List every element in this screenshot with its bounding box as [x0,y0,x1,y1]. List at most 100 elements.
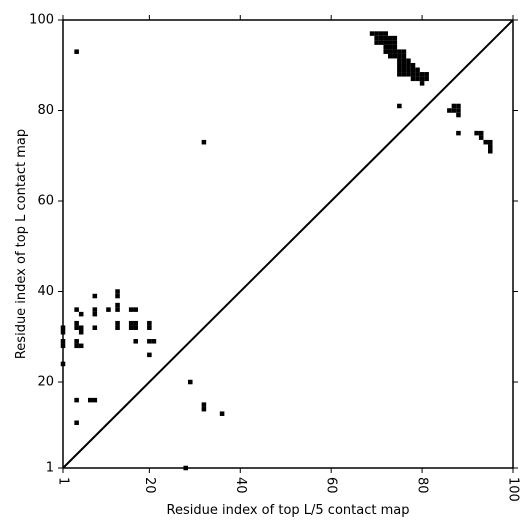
contact-cell-top-l [419,81,425,86]
contact-cell-top-l [88,397,93,403]
contact-cell-top-l [388,53,393,59]
contact-cell-top-l [78,325,84,330]
x-tick-label: 100 [506,477,521,502]
contact-cell-top-l [378,35,384,41]
contact-cell-top-l [406,67,411,73]
contact-cell-top-l [415,76,420,82]
contact-cell-top-l [401,67,407,73]
contact-cell-top-l [133,320,138,326]
contact-cell-top-l [392,49,398,54]
contact-cell-top-l [397,62,402,68]
x-axis-title: Residue index of top L/5 contact map [167,503,410,518]
contact-cell-top-l [397,58,402,63]
contact-cell-top-l [401,58,407,63]
contact-cell-top-l [451,108,457,113]
x-tick-label: 60 [324,477,339,494]
contact-cell-top-l [478,135,484,140]
contact-cell-top-l [410,62,416,68]
contact-cell-top-l [406,58,411,63]
contact-cell-top-l [424,72,429,77]
contact-cell-top-l [78,343,84,349]
contact-cell-top-l [383,40,388,45]
contact-cell-top-l [133,325,138,330]
contact-cell-top-l [451,103,457,109]
contact-cell-top-l [392,35,398,41]
contact-cell-top-l [401,72,407,77]
contact-cell-top-l [397,49,402,54]
contact-cell-top-l [401,53,407,59]
y-tick-label: 20 [37,375,54,390]
contact-cell-top-l [115,307,120,312]
y-tick-label: 1 [46,461,54,476]
y-tick-label: 60 [37,194,54,209]
contact-cell-top-l5 [188,379,193,385]
contact-cell-top-l [201,139,207,145]
contact-cell-top-l5 [201,406,207,412]
contact-cell-top-l [147,352,152,358]
x-tick-label: 40 [233,477,248,494]
contact-cell-top-l [115,302,120,308]
contact-cell-top-l [374,31,379,36]
contact-cell-top-l [383,44,388,50]
contact-cell-top-l [115,320,120,326]
contact-cell-top-l [78,311,84,317]
contact-cell-top-l [488,144,493,149]
contact-cell-top-l [388,40,393,45]
contact-cell-top-l [151,339,157,344]
contact-cell-top-l [74,325,79,330]
contact-cell-top-l [410,67,416,73]
contact-cell-top-l [401,49,407,54]
contact-cell-top-l [74,320,79,326]
contact-cell-top-l5 [219,411,225,416]
contact-cell-top-l [92,325,98,330]
y-tick-label: 40 [37,284,54,299]
contact-cell-top-l [424,76,429,82]
contact-cell-top-l [392,40,398,45]
contact-cell-top-l [128,325,134,330]
contact-cell-top-l [128,320,134,326]
contact-cell-top-l [147,320,152,326]
contact-cell-top-l [406,72,411,77]
contact-cell-top-l [106,307,111,312]
contact-cell-top-l [383,49,388,54]
contact-cell-top-l [397,103,402,109]
contact-cell-top-l [74,343,79,349]
contact-cell-top-l [78,329,84,335]
contact-cell-top-l [401,62,407,68]
contact-cell-top-l [388,49,393,54]
contact-cell-top-l [456,112,461,118]
contact-cell-top-l [388,35,393,41]
contact-cell-top-l [92,311,98,317]
contact-cell-top-l [74,397,79,403]
contact-cell-top-l [147,339,152,344]
contact-cell-top-l [92,397,98,403]
contact-cell-top-l [474,130,479,136]
plot-frame [62,19,514,469]
contact-cell-top-l [456,108,461,113]
contact-cell-top-l [397,72,402,77]
contact-cell-top-l [478,130,484,136]
contact-cell-top-l5 [201,402,207,407]
contact-cell-top-l [410,72,416,77]
contact-cell-top-l [488,148,493,154]
diagonal-line [62,19,514,469]
contact-cell-top-l [128,307,134,312]
contact-cell-top-l [369,31,375,36]
contact-cell-top-l [378,40,384,45]
contact-cell-top-l [488,139,493,145]
contact-cell-top-l [419,72,425,77]
contact-cell-top-l [419,76,425,82]
contact-cell-top-l [115,325,120,330]
contact-cell-top-l [392,53,398,59]
contact-cell-top-l [133,339,138,344]
contact-cell-top-l [410,76,416,82]
y-tick-label: 100 [29,13,54,28]
contact-cell-top-l [74,420,79,426]
x-tick-label: 80 [415,477,430,494]
contact-cell-top-l [392,44,398,50]
x-tick-label: 1 [56,477,71,485]
contact-cell-top-l [415,72,420,77]
contact-cell-top-l [406,62,411,68]
